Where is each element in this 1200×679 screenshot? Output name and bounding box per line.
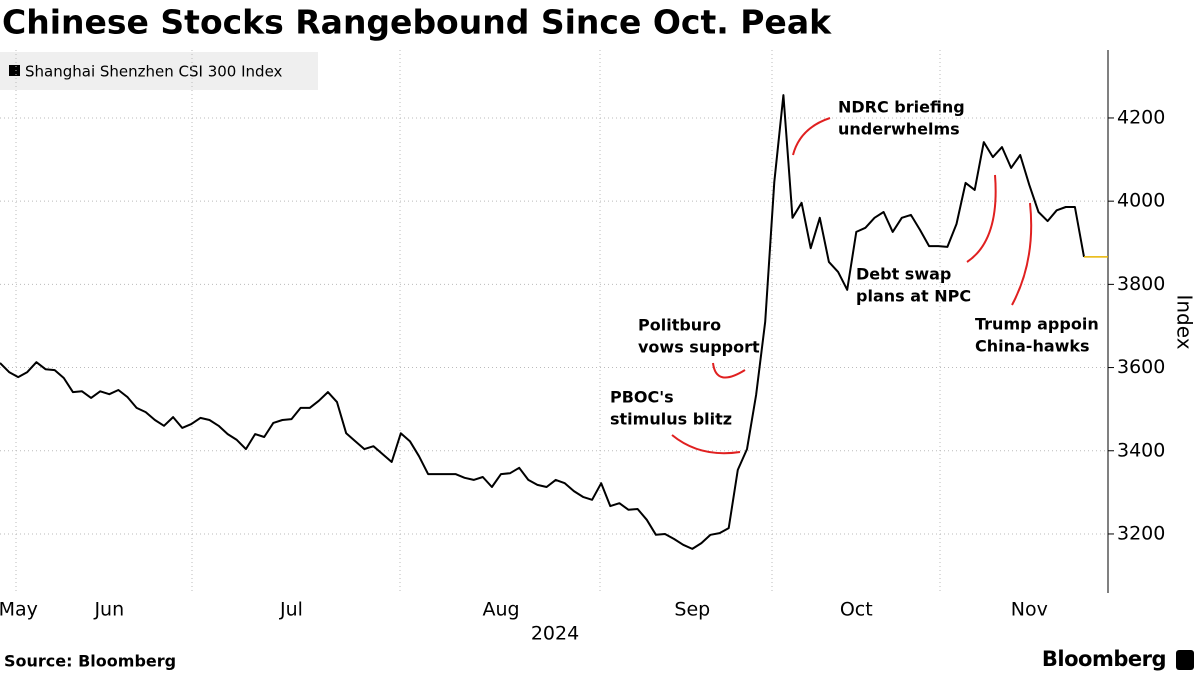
legend-swatch	[9, 65, 20, 76]
annotation-leader	[966, 174, 997, 263]
annotation-leader	[671, 434, 741, 455]
line	[0, 94, 1085, 550]
y-tick-label: 3400	[1117, 439, 1165, 461]
annotation: plans at NPC	[856, 287, 971, 306]
y-tick-label: 3200	[1117, 522, 1165, 544]
x-tick-label: Nov	[1011, 599, 1048, 621]
x-tick-label: Aug	[482, 599, 519, 621]
legend-box	[0, 52, 318, 90]
annotation-leader	[1011, 202, 1033, 306]
y-tick-label: 3600	[1117, 356, 1165, 378]
x-grid	[15, 50, 941, 593]
annotations: NDRC briefing underwhelms Debt swap plans a…	[610, 98, 1099, 455]
y-tick-label: 4200	[1117, 106, 1165, 128]
x-tick-label: Jul	[279, 599, 303, 621]
x-tick-label: Sep	[674, 599, 710, 621]
annotation: PBOC's	[610, 388, 674, 407]
annotation: China-hawks	[975, 337, 1090, 356]
annotation: underwhelms	[838, 120, 960, 139]
annotation: vows support	[638, 338, 760, 357]
annotation-leader	[712, 362, 746, 379]
y-tick-label: 3800	[1117, 273, 1165, 295]
chart-title: Chinese Stocks Rangebound Since Oct. Pea…	[2, 3, 832, 42]
annotation: Politburo	[638, 316, 721, 335]
y-axis-label: Index	[1173, 294, 1197, 349]
x-tick-label: May	[0, 599, 38, 621]
annotation: Debt swap	[856, 265, 951, 284]
brand-icon	[1176, 650, 1194, 670]
x-tick-label: Oct	[840, 599, 873, 621]
annotation: NDRC briefing	[838, 98, 965, 117]
brand: Bloomberg	[1042, 647, 1166, 671]
x-tick-label: Jun	[93, 599, 124, 621]
annotation-leader	[792, 117, 831, 156]
y-tick-label: 4000	[1117, 190, 1165, 212]
source: Source: Bloomberg	[4, 652, 176, 671]
annotation: Trump appoin	[975, 315, 1099, 334]
x-axis-label: 2024	[531, 623, 579, 645]
legend-label: Shanghai Shenzhen CSI 300 Index	[25, 63, 283, 81]
annotation: stimulus blitz	[610, 410, 732, 429]
